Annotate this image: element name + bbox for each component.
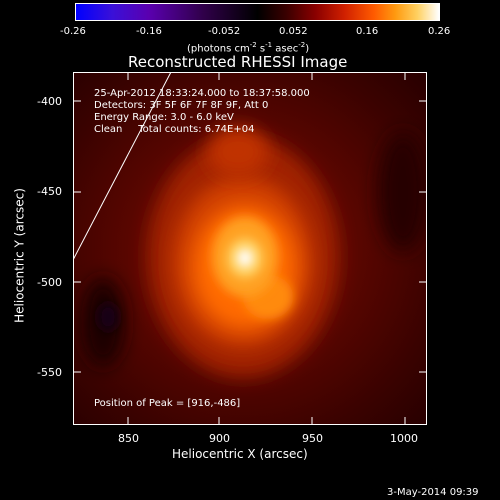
colorbar-tick-5: 0.16 <box>356 26 379 37</box>
unit-exp-1: -2 <box>249 41 257 49</box>
y-axis-label: Heliocentric Y (arcsec) <box>12 188 27 323</box>
annotation-clean: Clean Total counts: 6.74E+04 <box>94 124 255 135</box>
x-ticks <box>127 72 406 425</box>
heatmap-dark-core <box>98 303 118 331</box>
annotation-time: 25-Apr-2012 18:33:24.000 to 18:37:58.000 <box>94 88 310 99</box>
y-tick-label: -500 <box>37 276 62 289</box>
heatmap-source-upper <box>208 127 268 177</box>
colorbar-tick-3: -0.052 <box>208 26 241 37</box>
colorbar-tick-6: 0.26 <box>428 26 451 37</box>
annotation-energy: Energy Range: 3.0 - 6.0 keV <box>94 112 234 123</box>
unit-mid-1: s <box>256 43 266 55</box>
x-tick-label: 1000 <box>390 432 418 445</box>
unit-mid-2: asec <box>272 43 299 55</box>
solar-limb-line <box>73 72 172 261</box>
heatmap-dark-edge <box>378 132 427 252</box>
chart-title: Reconstructed RHESSI Image <box>128 53 348 71</box>
x-axis-label: Heliocentric X (arcsec) <box>172 447 308 461</box>
colorbar-tick-2: -0.16 <box>136 26 162 37</box>
footer-date: 3-May-2014 09:39 <box>387 487 479 498</box>
y-tick-label: -400 <box>37 95 62 108</box>
y-ticks <box>73 100 427 373</box>
unit-suffix: ) <box>305 43 310 55</box>
annotation-peak: Position of Peak = [916,-486] <box>94 398 241 409</box>
colorbar-tick-4: 0.052 <box>279 26 308 37</box>
colorbar-tick-1: -0.26 <box>60 26 86 37</box>
plot-frame <box>73 72 427 425</box>
x-tick-label: 900 <box>209 432 230 445</box>
x-tick-label: 850 <box>118 432 139 445</box>
unit-exp-3: -2 <box>298 41 306 49</box>
x-tick-label: 950 <box>302 432 323 445</box>
y-tick-label: -450 <box>37 185 62 198</box>
annotation-detectors: Detectors: 3F 5F 6F 7F 8F 9F, Att 0 <box>94 100 269 111</box>
heatmap-plot <box>73 72 427 425</box>
unit-exp-2: -1 <box>265 41 273 49</box>
unit-prefix: (photons cm <box>187 43 250 55</box>
y-tick-label: -550 <box>37 366 62 379</box>
heatmap-peak <box>237 249 253 267</box>
colorbar <box>75 3 440 21</box>
colorbar-unit-label: (photons cm-2 s-1 asec-2) <box>187 40 309 54</box>
